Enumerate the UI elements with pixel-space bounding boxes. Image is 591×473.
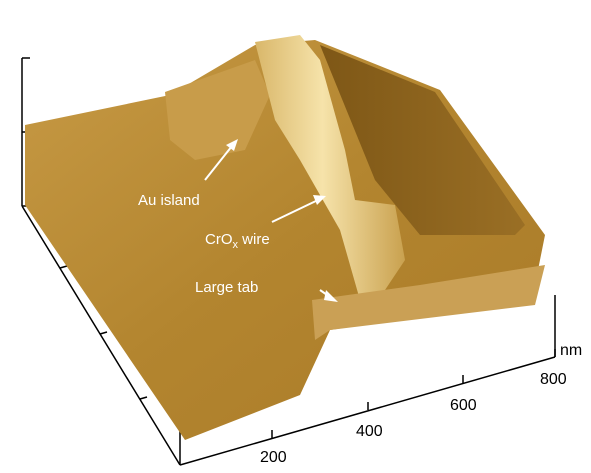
- wire-suffix: wire: [238, 231, 270, 248]
- x-tick-label: 600: [450, 397, 477, 414]
- axis-unit: nm: [560, 342, 582, 359]
- afm-image: Au island CrOx wire Large tab nm 2004006…: [0, 0, 591, 473]
- x-tick-label: 400: [356, 423, 383, 440]
- tick-labels: 200 400 600 800: [260, 371, 567, 466]
- wire-text: CrO: [205, 231, 233, 248]
- large-tab-label: Large tab: [195, 279, 258, 296]
- x-tick-label: 200: [260, 449, 287, 466]
- au-island-label: Au island: [138, 192, 200, 209]
- x-tick-label: 800: [540, 371, 567, 388]
